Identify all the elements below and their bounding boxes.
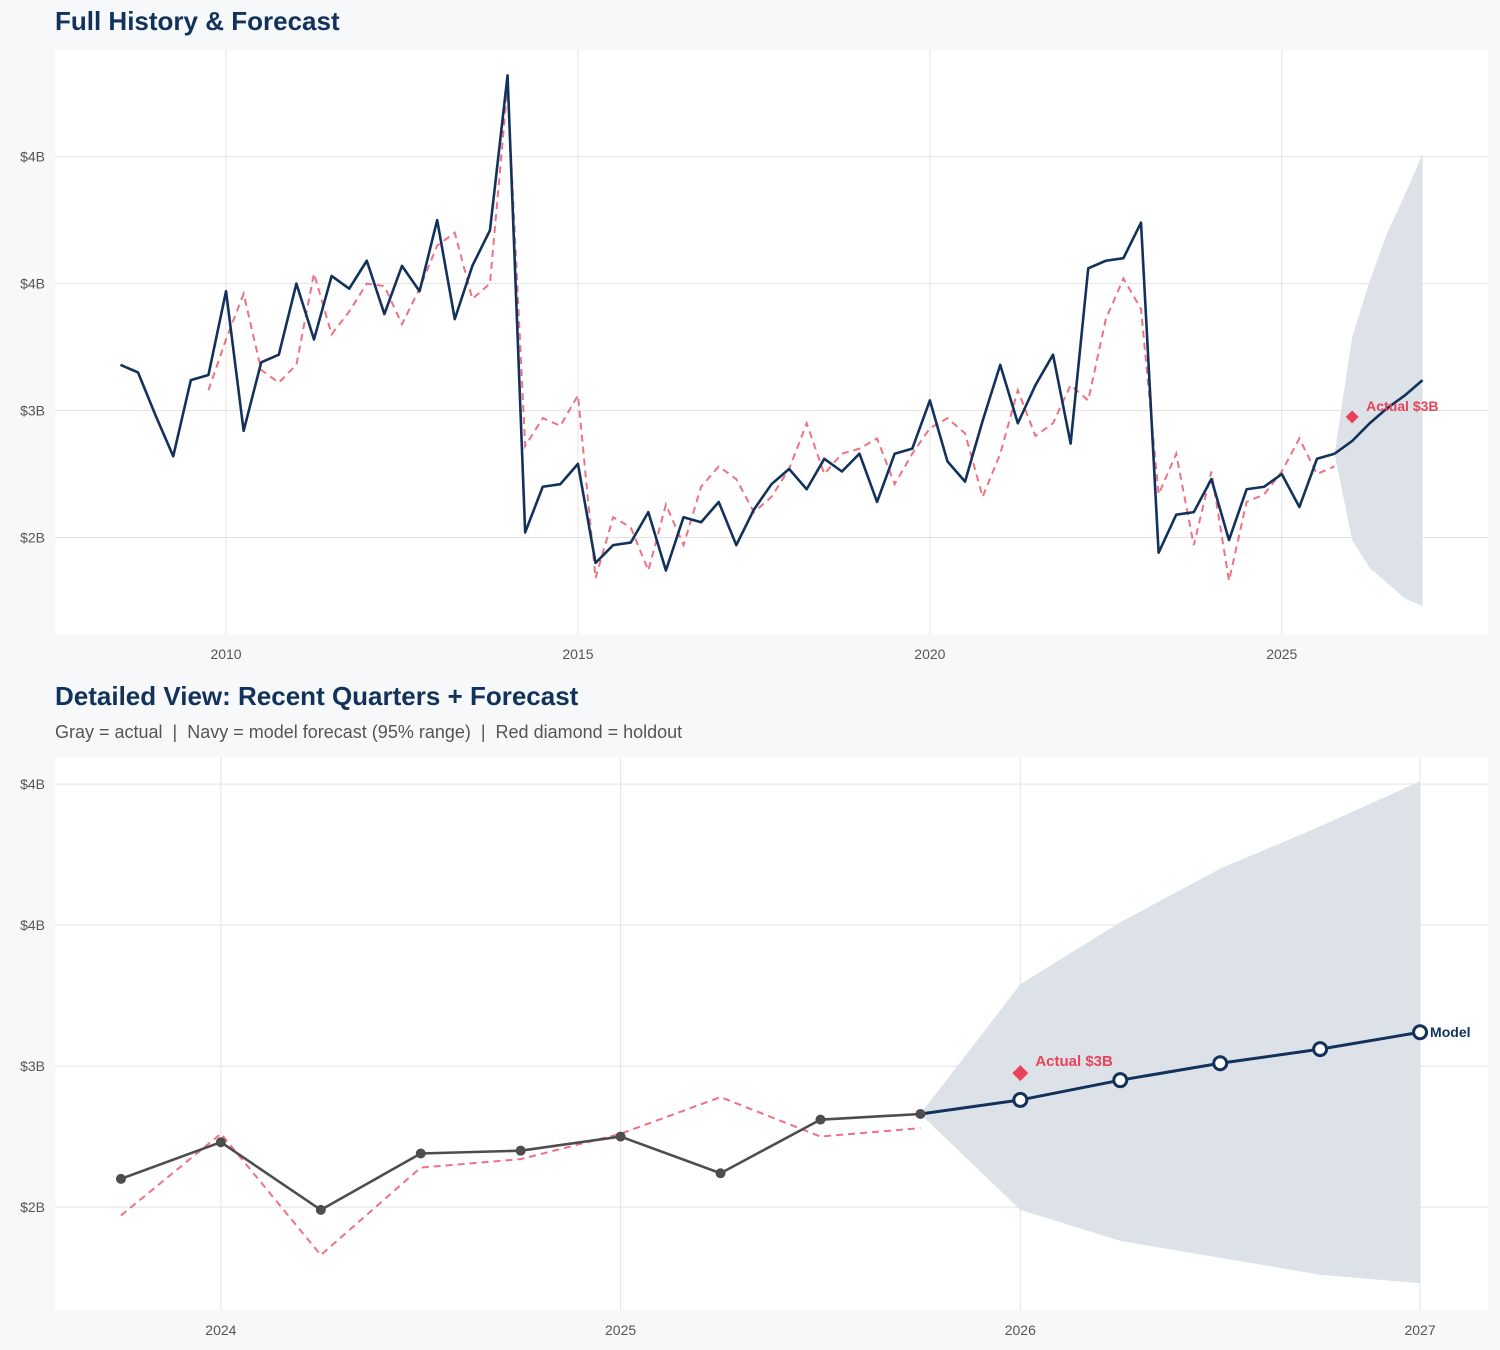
y-tick-label: $3B [20, 1058, 45, 1074]
actual-point [215, 1137, 226, 1148]
holdout-diamond [1012, 1065, 1029, 1082]
holdout-label: Actual $3B [1366, 398, 1438, 414]
forecast-line [1333, 379, 1424, 455]
actual-point [715, 1168, 726, 1179]
actual-point [815, 1114, 826, 1125]
detail-panel: $2B $3B $4B $4B 2024 2025 2026 2027 Model Actual … [20, 757, 1488, 1338]
y-tick-label: $2B [20, 1199, 45, 1215]
forecast-point [1212, 1055, 1229, 1072]
x-tick-label: 2025 [605, 1322, 636, 1338]
plot-area [55, 50, 1488, 634]
y-tick-label: $2B [20, 530, 45, 546]
forecast-95-band [920, 781, 1421, 1284]
actual-point [615, 1131, 626, 1142]
forecast-line [920, 1030, 1421, 1116]
y-tick-label: $4B [20, 776, 45, 792]
x-tick-label: 2015 [562, 646, 593, 662]
actual-point [115, 1173, 126, 1184]
x-tick-label: 2020 [914, 646, 945, 662]
fitted-line [207, 85, 1335, 581]
actual-point [515, 1145, 526, 1156]
top-chart-title: Full History & Forecast [55, 6, 340, 36]
fitted-line [120, 1096, 921, 1257]
bottom-chart-subtitle: Gray = actual | Navy = model forecast (9… [55, 722, 683, 742]
holdout-diamond [1345, 410, 1359, 424]
forecast-95-band [1334, 154, 1423, 607]
forecast-point [1112, 1072, 1129, 1089]
x-tick-label: 2010 [210, 646, 241, 662]
actual-line [119, 74, 1335, 572]
actual-point [915, 1109, 926, 1120]
x-tick-label: 2027 [1404, 1322, 1435, 1338]
model-label: Model [1430, 1024, 1470, 1040]
bottom-chart-title: Detailed View: Recent Quarters + Forecas… [55, 681, 579, 711]
y-tick-label: $4B [20, 149, 45, 165]
actual-point [415, 1148, 426, 1159]
forecast-point [1312, 1041, 1329, 1058]
x-tick-label: 2025 [1266, 646, 1297, 662]
forecast-point [1012, 1091, 1029, 1108]
y-tick-label: $4B [20, 917, 45, 933]
holdout-label: Actual $3B [1035, 1053, 1113, 1070]
actual-point [315, 1204, 326, 1215]
history-panel: $2B $3B $4B $4B 2010 2015 2020 2025 Actual $3B [20, 50, 1488, 662]
x-tick-label: 2026 [1005, 1322, 1036, 1338]
forecast-point [1412, 1024, 1429, 1041]
y-tick-label: $4B [20, 276, 45, 292]
x-tick-label: 2024 [205, 1322, 236, 1338]
y-tick-label: $3B [20, 403, 45, 419]
